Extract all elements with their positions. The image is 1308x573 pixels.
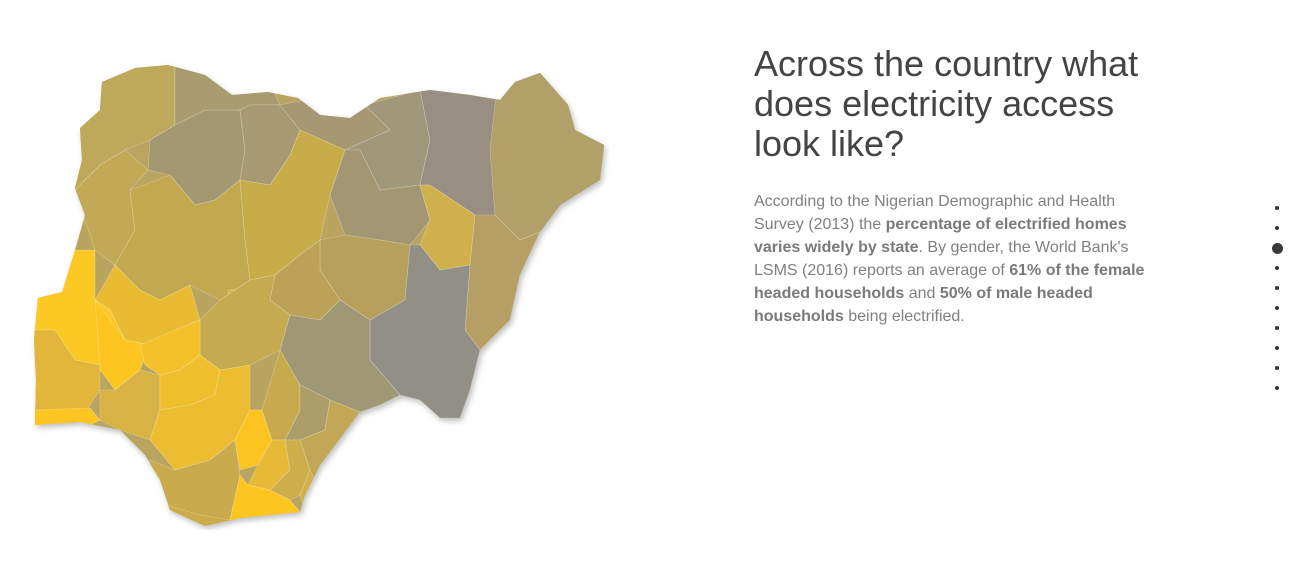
state-abia[interactable] (269, 439, 311, 501)
step-dot-3[interactable] (1268, 240, 1286, 260)
step-dot-6[interactable] (1268, 300, 1286, 320)
story-panel: Across the country what does electricity… (754, 44, 1164, 328)
story-paragraph-emphasis: 50% of male headed households (754, 285, 1093, 325)
state-taraba[interactable] (369, 244, 481, 419)
state-kaduna[interactable] (239, 129, 346, 281)
story-paragraph-text: . By gender, the World Bank's LSMS (2016… (754, 239, 1129, 279)
nigeria-choropleth-map (30, 60, 610, 530)
state-bauchi[interactable] (329, 149, 431, 246)
step-dot-4[interactable] (1268, 260, 1286, 280)
map-svg (30, 60, 610, 526)
step-dot-5[interactable] (1268, 280, 1286, 300)
step-dot-9[interactable] (1268, 360, 1286, 380)
step-navigation (1268, 200, 1286, 400)
step-dot-8[interactable] (1268, 340, 1286, 360)
step-dot-7[interactable] (1268, 320, 1286, 340)
step-dot-2[interactable] (1268, 220, 1286, 240)
state-niger[interactable] (114, 174, 251, 301)
states-layer (30, 60, 610, 526)
state-lagos[interactable] (30, 407, 101, 431)
story-paragraph-text: and (904, 285, 940, 302)
step-dot-1[interactable] (1268, 200, 1286, 220)
story-paragraph-text: According to the Nigerian Demographic an… (754, 193, 1116, 233)
story-paragraph-text: being electrified. (843, 308, 965, 325)
state-borno-east[interactable] (489, 60, 610, 241)
story-paragraph-emphasis: percentage of electrified homes varies w… (754, 216, 1127, 256)
story-paragraph-emphasis: 61% of the female headed households (754, 262, 1145, 302)
story-title: Across the country what does electricity… (754, 43, 1139, 164)
story-paragraph: According to the Nigerian Demographic an… (754, 190, 1164, 328)
step-dot-10[interactable] (1268, 380, 1286, 400)
